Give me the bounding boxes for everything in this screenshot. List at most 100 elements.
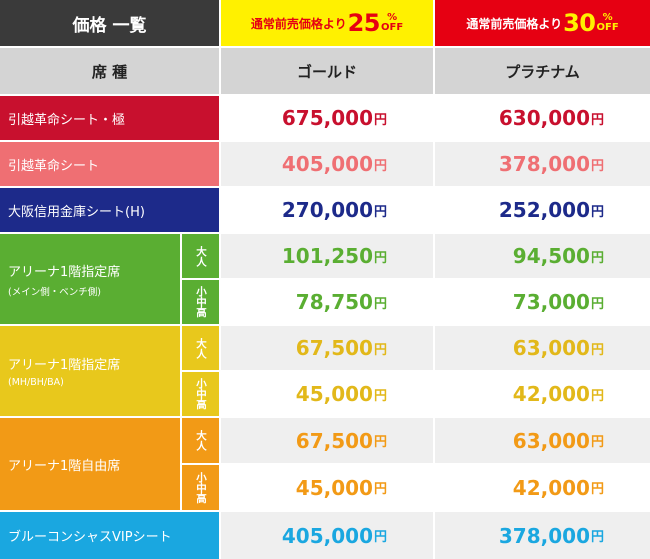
yen-unit: 円: [373, 250, 387, 266]
platinum-price-value: 378,000: [498, 152, 590, 176]
gold-price-value: 78,750: [295, 290, 373, 314]
platinum-price: 378,000 円: [435, 142, 650, 186]
age-tier-label: 大人: [182, 418, 219, 463]
platinum-price: 252,000 円: [435, 188, 650, 232]
yen-unit: 円: [590, 435, 604, 450]
age-tier-text: 大人: [195, 245, 207, 267]
platinum-discount-off-text: OFF: [596, 22, 619, 33]
platinum-discount-value: 30: [563, 9, 596, 37]
seat-label: ブルーコンシャスVIPシート: [0, 512, 219, 559]
seat-label: アリーナ1階指定席 (メイン側・ベンチ側): [0, 234, 180, 324]
yen-unit: 円: [373, 158, 387, 174]
platinum-price: 42,000 円: [435, 465, 650, 510]
gold-price-value: 101,250: [281, 244, 373, 268]
gold-price: 101,250 円: [221, 234, 433, 278]
platinum-discount-prefix: 通常前売価格より: [466, 16, 563, 31]
age-tier-text: 大人: [195, 430, 207, 451]
platinum-price: 73,000 円: [435, 280, 650, 324]
seat-column-header: 席 種: [0, 48, 219, 94]
platinum-column-header-text: プラチナム: [505, 62, 580, 81]
yen-unit: 円: [373, 204, 387, 220]
yen-unit: 円: [590, 388, 604, 404]
gold-price-value: 67,500: [295, 428, 373, 453]
gold-price: 405,000 円: [221, 512, 433, 559]
age-tier-label: 小中高: [182, 372, 219, 416]
yen-unit: 円: [590, 112, 604, 128]
gold-price: 67,500 円: [221, 326, 433, 370]
platinum-price-value: 73,000: [512, 290, 590, 314]
platinum-price-value: 42,000: [512, 475, 590, 500]
age-tier-text: 小中高: [195, 471, 207, 504]
seat-label: 大阪信用金庫シート(H): [0, 188, 219, 232]
gold-discount-off: % OFF: [381, 13, 403, 33]
gold-column-header-text: ゴールド: [296, 62, 357, 81]
age-tier-text: 小中高: [195, 378, 207, 410]
seat-label: アリーナ1階自由席: [0, 418, 180, 510]
seat-sub-label: (メイン側・ベンチ側): [8, 286, 101, 298]
gold-discount-prefix: 通常前売価格より: [250, 16, 347, 31]
age-tier-text: 小中高: [195, 286, 207, 318]
yen-unit: 円: [373, 482, 387, 497]
seat-label: 引越革命シート: [0, 142, 219, 186]
age-tier-label: 小中高: [182, 465, 219, 510]
yen-unit: 円: [590, 342, 604, 358]
platinum-price: 630,000 円: [435, 96, 650, 140]
yen-unit: 円: [373, 342, 387, 358]
yen-unit: 円: [590, 158, 604, 174]
seat-label-text: アリーナ1階指定席: [8, 358, 121, 373]
seat-sub-label: (MH/BH/BA): [8, 377, 64, 388]
yen-unit: 円: [373, 388, 387, 404]
yen-unit: 円: [373, 530, 387, 545]
yen-unit: 円: [373, 112, 387, 128]
seat-label-text: 引越革命シート: [8, 158, 100, 174]
gold-discount-off-text: OFF: [381, 22, 404, 33]
seat-label-text: アリーナ1階自由席: [8, 458, 121, 474]
gold-discount-value: 25: [347, 9, 381, 37]
platinum-column-header: プラチナム: [435, 48, 650, 94]
platinum-discount-percent: %: [602, 12, 613, 23]
gold-price: 675,000 円: [221, 96, 433, 140]
table-title: 価格 一覧: [0, 0, 219, 46]
platinum-price: 42,000 円: [435, 372, 650, 416]
platinum-price-value: 63,000: [512, 336, 590, 360]
yen-unit: 円: [590, 530, 604, 545]
yen-unit: 円: [590, 250, 604, 266]
age-tier-label: 大人: [182, 326, 219, 370]
yen-unit: 円: [590, 296, 604, 312]
platinum-price: 94,500 円: [435, 234, 650, 278]
seat-column-header-text: 席 種: [91, 62, 128, 81]
seat-label: アリーナ1階指定席 (MH/BH/BA): [0, 326, 180, 416]
gold-price: 78,750 円: [221, 280, 433, 324]
gold-price-value: 67,500: [295, 336, 373, 360]
platinum-price-value: 378,000: [498, 523, 590, 548]
platinum-discount-off: % OFF: [597, 13, 619, 33]
yen-unit: 円: [373, 296, 387, 312]
seat-label-text: 引越革命シート・極: [8, 112, 126, 128]
platinum-price-value: 63,000: [512, 428, 590, 453]
yen-unit: 円: [590, 204, 604, 220]
seat-label-text: 大阪信用金庫シート(H): [8, 204, 145, 220]
gold-discount-banner: 通常前売価格より 25 % OFF: [221, 0, 433, 46]
age-tier-label: 大人: [182, 234, 219, 278]
gold-price-value: 405,000: [281, 523, 373, 548]
platinum-price: 63,000 円: [435, 418, 650, 463]
seat-label: 引越革命シート・極: [0, 96, 219, 140]
platinum-price: 63,000 円: [435, 326, 650, 370]
platinum-price-value: 252,000: [498, 198, 590, 222]
age-tier-text: 大人: [195, 337, 207, 359]
gold-price-value: 45,000: [295, 475, 373, 500]
gold-price-value: 675,000: [281, 106, 373, 130]
seat-label-text: アリーナ1階指定席: [8, 264, 121, 280]
gold-price-value: 45,000: [295, 382, 373, 406]
gold-price: 45,000 円: [221, 465, 433, 510]
yen-unit: 円: [590, 482, 604, 497]
platinum-price-value: 42,000: [512, 382, 590, 406]
platinum-price-value: 630,000: [498, 106, 590, 130]
gold-column-header: ゴールド: [221, 48, 433, 94]
yen-unit: 円: [373, 435, 387, 450]
gold-price: 45,000 円: [221, 372, 433, 416]
table-title-text: 価格 一覧: [72, 15, 147, 36]
platinum-price: 378,000 円: [435, 512, 650, 559]
gold-price-value: 270,000: [281, 198, 373, 222]
